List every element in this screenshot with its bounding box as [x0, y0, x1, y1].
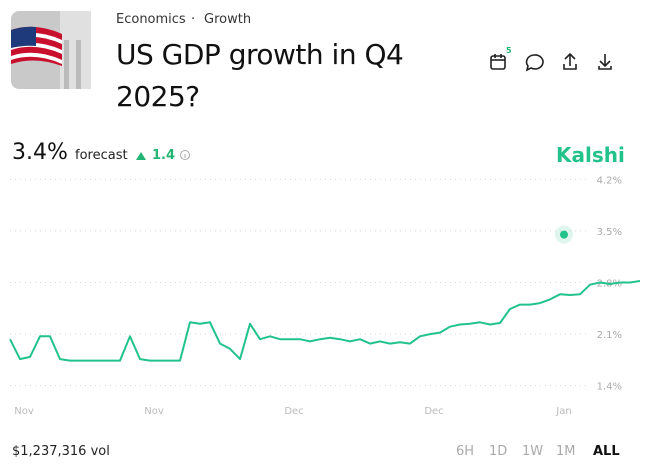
y-tick-label: 1.4%	[597, 382, 622, 393]
market-title: US GDP growth in Q4 2025?	[116, 38, 404, 113]
subcategory[interactable]: Growth	[204, 12, 252, 27]
x-tick-label: Nov	[144, 406, 164, 417]
brand-logo[interactable]: Kalshi	[556, 143, 625, 167]
range-button[interactable]: 1M	[556, 444, 576, 459]
y-tick-label: 3.5%	[597, 227, 622, 238]
forecast-label: forecast	[75, 148, 128, 163]
volume: $1,237,316 vol	[12, 444, 110, 459]
x-tick-label: Dec	[424, 406, 443, 417]
up-arrow	[136, 152, 146, 160]
x-tick-label: Dec	[284, 406, 303, 417]
category[interactable]: Economics	[116, 12, 186, 27]
action-icons[interactable]	[490, 52, 612, 72]
calendar-badge: 5	[506, 46, 512, 55]
y-tick-label: 4.2%	[597, 175, 622, 186]
forecast-value: 3.4%	[12, 140, 68, 165]
info-icon[interactable]	[180, 150, 190, 160]
y-tick-label: 2.1%	[597, 330, 622, 341]
market-image	[11, 11, 91, 89]
series-line	[9, 280, 641, 362]
range-button[interactable]: ALL	[593, 444, 620, 459]
forecast-change: 1.4	[152, 148, 176, 163]
separator: ·	[191, 12, 196, 27]
forecast-dot	[560, 230, 568, 239]
range-button[interactable]: 6H	[456, 444, 475, 459]
range-button[interactable]: 1D	[489, 444, 508, 459]
range-button[interactable]: 1W	[522, 444, 544, 459]
x-tick-label: Nov	[14, 406, 34, 417]
x-tick-label: Jan	[555, 406, 571, 417]
